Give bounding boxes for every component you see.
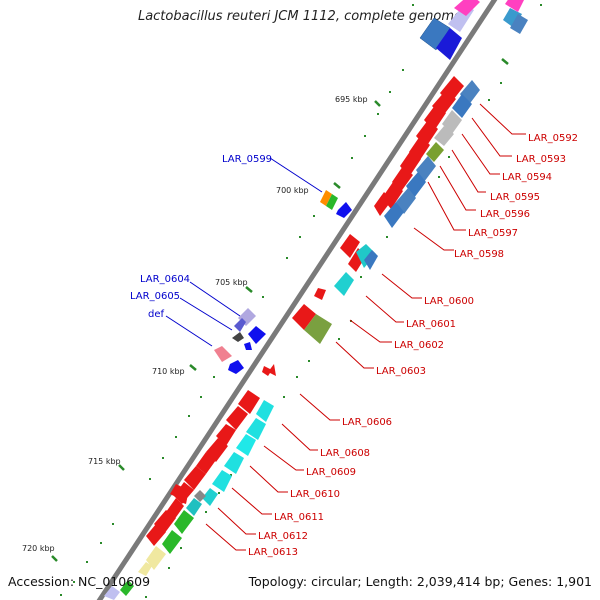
reverse-strand-genes <box>503 0 528 34</box>
red-gene-cluster-bottom <box>146 390 260 546</box>
gene-label-LAR_0608[interactable]: LAR_0608 <box>320 448 370 459</box>
major-ticks <box>51 58 509 562</box>
gene-label-LAR_0611[interactable]: LAR_0611 <box>274 512 324 523</box>
gene-label-LAR_0603[interactable]: LAR_0603 <box>376 366 426 377</box>
gene-label-LAR_0599[interactable]: LAR_0599 <box>222 154 272 165</box>
tick-label-720: 720 kbp <box>22 544 55 553</box>
tick-label-705: 705 kbp <box>215 278 248 287</box>
tick-label-695: 695 kbp <box>335 95 368 104</box>
gene-label-LAR_0604[interactable]: LAR_0604 <box>140 274 190 285</box>
gene-label-LAR_0601[interactable]: LAR_0601 <box>406 319 456 330</box>
gene-label-LAR_0612[interactable]: LAR_0612 <box>258 531 308 542</box>
gene-cluster-mid <box>262 234 378 376</box>
gene-label-LAR_0610[interactable]: LAR_0610 <box>290 489 340 500</box>
gene-label-LAR_0598[interactable]: LAR_0598 <box>454 249 504 260</box>
small-genes-705 <box>214 308 266 374</box>
gene-label-LAR_0595[interactable]: LAR_0595 <box>490 192 540 203</box>
genome-summary-text: Topology: circular; Length: 2,039,414 bp… <box>248 574 592 589</box>
red-gene-cluster-top <box>374 76 464 216</box>
gene-label-def[interactable]: def <box>148 309 165 320</box>
outer-label-leaders <box>165 157 323 347</box>
gene-label-LAR_0613[interactable]: LAR_0613 <box>248 547 298 558</box>
gene-label-LAR_0606[interactable]: LAR_0606 <box>342 417 392 428</box>
inner-label-leaders <box>205 103 526 551</box>
gene-label-LAR_0605[interactable]: LAR_0605 <box>130 291 180 302</box>
forward-strand-genes <box>419 0 480 60</box>
genome-backbone <box>96 0 498 600</box>
cyan-gene-cluster <box>104 400 274 600</box>
outer-scale-dots <box>60 4 414 596</box>
inner-scale-dots <box>145 4 542 598</box>
steel-blue-genes <box>384 80 480 228</box>
gene-label-LAR_0593[interactable]: LAR_0593 <box>516 154 566 165</box>
tick-label-700: 700 kbp <box>276 186 309 195</box>
gene-label-LAR_0596[interactable]: LAR_0596 <box>480 209 530 220</box>
small-genes-700 <box>320 190 352 218</box>
tick-label-710: 710 kbp <box>152 367 185 376</box>
gene-label-LAR_0592[interactable]: LAR_0592 <box>528 133 578 144</box>
gene-label-LAR_0609[interactable]: LAR_0609 <box>306 467 356 478</box>
accession-text: Accession: NC_010609 <box>8 574 151 589</box>
tick-label-715: 715 kbp <box>88 457 121 466</box>
gene-label-LAR_0602[interactable]: LAR_0602 <box>394 340 444 351</box>
gene-label-LAR_0594[interactable]: LAR_0594 <box>502 172 552 183</box>
genome-title: Lactobacillus reuteri JCM 1112, complete… <box>137 9 463 24</box>
gene-label-LAR_0597[interactable]: LAR_0597 <box>468 228 518 239</box>
gene-label-LAR_0600[interactable]: LAR_0600 <box>424 296 474 307</box>
